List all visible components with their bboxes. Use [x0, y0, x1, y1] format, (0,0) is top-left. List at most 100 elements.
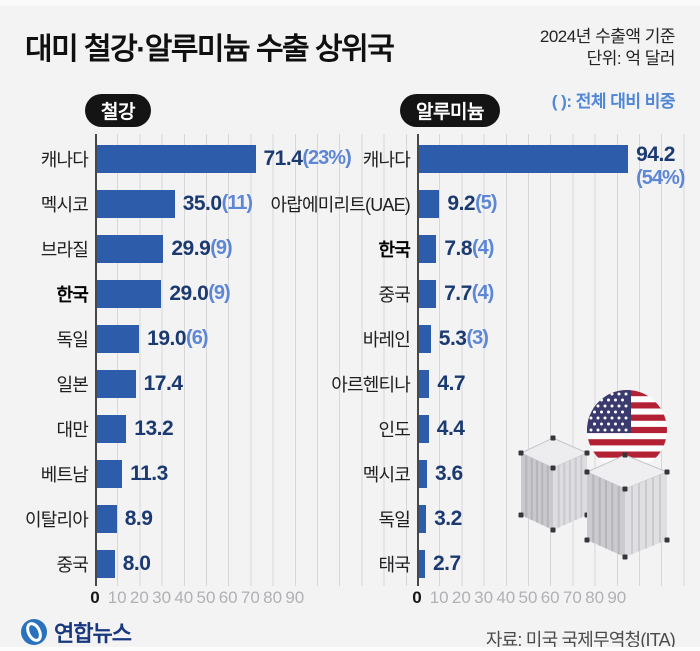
axis-tick-label: 40	[174, 588, 194, 607]
axis-tick-label: 80	[263, 588, 283, 607]
axis-tick-label: 10	[107, 588, 127, 607]
value-number: 8.9	[124, 506, 153, 530]
category-label: 독일	[56, 329, 88, 350]
bar	[419, 279, 437, 308]
value-share: (5)	[475, 192, 497, 214]
value-share: (6)	[186, 327, 208, 349]
value-number: 4.7	[437, 371, 466, 395]
steel-badge: 철강	[85, 94, 151, 127]
value-share: (11)	[221, 192, 253, 214]
bar	[97, 189, 175, 218]
bar	[97, 504, 117, 533]
bar	[97, 549, 115, 578]
axis-tick-label: 70	[240, 588, 260, 607]
value-label: 35.0 (11)	[182, 181, 253, 226]
bar	[419, 144, 629, 173]
value-label: 5.3 (3)	[438, 316, 489, 361]
value-label: 3.6	[435, 451, 463, 496]
aluminum-badge: 알루미늄	[400, 94, 500, 127]
value-share: (4)	[472, 237, 494, 259]
paren-legend-note: ( ): 전체 대비 비중	[551, 92, 676, 111]
value-label: 94.2 (54%)	[636, 136, 685, 189]
value-number: 11.3	[130, 461, 168, 485]
axis-tick-label: 90	[607, 588, 627, 607]
category-label: 바레인	[362, 329, 411, 350]
yonhap-logo-text: 연합뉴스	[54, 621, 132, 646]
axis-tick-label: 60	[540, 588, 560, 607]
category-label: 베트남	[40, 464, 89, 485]
axis-tick-label: 90	[285, 588, 305, 607]
value-number: 8.0	[122, 551, 151, 575]
value-share: (9)	[208, 282, 230, 304]
yonhap-logo: 연합뉴스	[20, 616, 132, 648]
value-number: 35.0	[182, 191, 222, 215]
category-label: 멕시코	[40, 194, 89, 215]
bar	[97, 324, 140, 353]
value-share: (3)	[466, 327, 488, 349]
value-label: 9.2 (5)	[447, 181, 497, 226]
category-label: 멕시코	[362, 464, 411, 485]
meta-basis: 2024년 수출액 기준	[539, 27, 676, 46]
steel-axis-line	[95, 134, 97, 586]
value-label: 7.8 (4)	[444, 226, 494, 271]
bar	[419, 549, 425, 578]
category-label: 대만	[56, 419, 88, 440]
axis-tick-label: 0	[412, 588, 422, 607]
axis-tick-label: 10	[429, 588, 449, 607]
category-label: 독일	[378, 509, 410, 530]
value-number: 5.3	[438, 326, 467, 350]
value-label: 19.0 (6)	[147, 316, 208, 361]
value-number: 7.7	[444, 281, 472, 305]
value-number: 17.4	[143, 371, 183, 395]
category-label: 캐나다	[362, 149, 411, 170]
value-label: 29.9 (9)	[171, 226, 232, 271]
us-flag-containers-illustration	[518, 390, 670, 560]
bar	[419, 459, 427, 488]
value-label: 3.2	[434, 496, 462, 541]
value-label: 11.3	[130, 451, 168, 496]
value-label: 8.0	[123, 541, 151, 586]
value-number: 19.0	[147, 326, 187, 350]
value-label: 4.4	[437, 406, 465, 451]
axis-tick-label: 60	[218, 588, 238, 607]
value-label: 2.7	[433, 541, 461, 586]
value-number: 29.0	[169, 281, 209, 305]
bar	[97, 144, 256, 173]
category-label: 태국	[378, 554, 410, 575]
aluminum-axis-line	[417, 134, 419, 586]
meta-unit: 단위: 억 달러	[586, 49, 676, 68]
value-share: (9)	[210, 237, 232, 259]
value-label: 71.4 (23%)	[263, 136, 352, 181]
value-number: 71.4	[263, 146, 303, 170]
value-number: 3.6	[434, 461, 463, 485]
category-label: 중국	[378, 284, 410, 305]
category-label: 한국	[378, 239, 410, 260]
category-label: 중국	[56, 554, 88, 575]
value-number: 7.8	[444, 236, 473, 260]
meta-note: 2024년 수출액 기준 단위: 억 달러	[539, 26, 676, 70]
axis-tick-label: 20	[451, 588, 471, 607]
value-label: 4.7	[437, 361, 465, 406]
bar	[97, 279, 162, 308]
category-label: 이탈리아	[24, 509, 89, 530]
axis-tick-label: 40	[496, 588, 516, 607]
value-label: 17.4	[144, 361, 183, 406]
value-share: (23%)	[302, 147, 351, 169]
bar	[419, 234, 437, 263]
value-label: 13.2	[134, 406, 173, 451]
bar	[419, 504, 427, 533]
top-border-strip	[0, 0, 700, 6]
source-credit: 자료: 미국 국제무역청(ITA)	[485, 630, 676, 650]
value-share: (4)	[471, 282, 494, 304]
bar	[97, 414, 127, 443]
value-number: 94.2	[636, 143, 675, 166]
page-title: 대미 철강·알루미늄 수출 상위국	[25, 33, 395, 66]
axis-tick-label: 50	[196, 588, 216, 607]
value-label: 8.9	[125, 496, 153, 541]
axis-tick-label: 20	[129, 588, 149, 607]
bar	[97, 459, 123, 488]
value-number: 4.4	[436, 416, 465, 440]
value-label: 29.0 (9)	[169, 271, 230, 316]
category-label: 인도	[378, 419, 410, 440]
value-share: (54%)	[636, 166, 685, 189]
